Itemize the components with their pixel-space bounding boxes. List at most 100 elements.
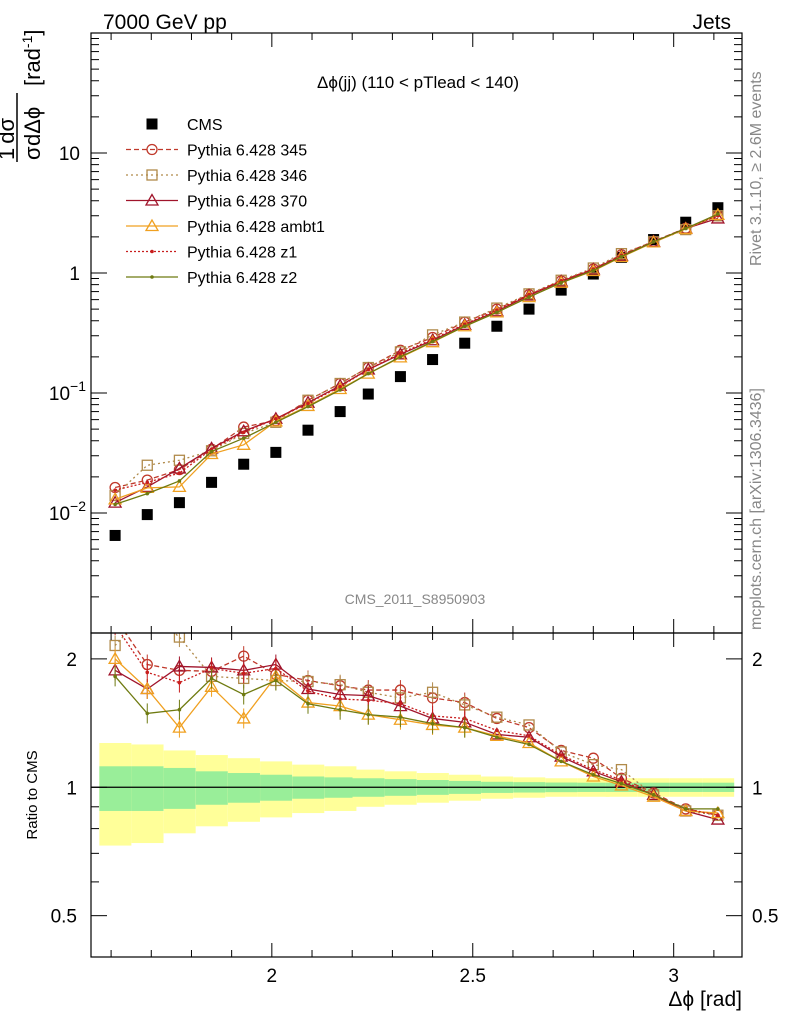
ratio-point	[366, 698, 371, 703]
legend-item: Pythia 6.428 346	[126, 168, 307, 185]
data-point	[683, 226, 688, 231]
ratio-point	[462, 725, 467, 730]
ratio-point	[527, 742, 531, 747]
ratio-point	[172, 659, 187, 672]
ratio-point	[527, 734, 531, 738]
data-point	[651, 239, 656, 244]
chart-title: Δϕ(jj) (110 < pTlead < 140)	[317, 73, 519, 92]
ratio-y-tick-label: 1	[66, 778, 77, 799]
data-point	[173, 454, 186, 466]
data-point	[678, 221, 693, 235]
data-point	[177, 471, 182, 475]
x-tick-label: 3	[668, 966, 679, 987]
data-point	[334, 406, 346, 418]
main-plot	[107, 202, 726, 541]
ratio-line	[114, 658, 718, 814]
ratio-point	[559, 753, 563, 757]
ratio-point	[209, 666, 214, 671]
ratio-plot	[107, 605, 726, 825]
ylabel-frac-top: 1	[0, 148, 19, 160]
ratio-point	[142, 605, 152, 615]
legend-label: Pythia 6.428 ambt1	[187, 219, 325, 236]
data-point	[172, 479, 187, 493]
data-point	[559, 280, 563, 285]
legend-swatch-marker	[146, 169, 158, 181]
ratio-point	[306, 701, 310, 706]
ratio-point	[716, 807, 720, 811]
ratio-point	[619, 781, 624, 786]
ratio-line	[114, 675, 718, 810]
y-tick-label: 10	[59, 144, 80, 165]
ratio-bands	[91, 743, 742, 846]
series-pythia-6-428-z2	[113, 212, 720, 507]
data-point	[113, 488, 117, 492]
side-rivet: Rivet 3.1.10, ≥ 2.6M events	[748, 71, 765, 266]
ratio-point	[559, 759, 563, 764]
data-point	[521, 288, 537, 301]
data-point	[204, 446, 219, 460]
ratio-ylabel: Ratio to CMS	[24, 750, 41, 839]
ratio-point	[177, 680, 182, 685]
data-point	[648, 234, 660, 246]
ratio-point	[145, 711, 150, 716]
ratio-point	[554, 754, 569, 767]
data-point	[141, 509, 153, 521]
ratio-point	[274, 678, 278, 683]
legend-swatch-marker	[150, 249, 154, 254]
legend: CMS Pythia 6.428 345 Pythia 6.428 346 Pythi…	[126, 117, 325, 287]
ratio-point	[366, 712, 371, 717]
ratio-y-tick-label-right: 0.5	[752, 907, 778, 928]
data-point	[236, 437, 251, 450]
data-point	[113, 502, 117, 507]
legend-swatch-marker	[144, 193, 160, 206]
ratio-point	[172, 720, 187, 733]
ratio-point	[113, 674, 117, 679]
ratio-point	[619, 778, 624, 782]
legend-swatch-marker	[146, 118, 158, 130]
data-point	[241, 430, 246, 435]
ratio-series-pythia-6-428-z1	[113, 623, 720, 818]
data-point	[393, 350, 408, 363]
header-left: 7000 GeV pp	[103, 11, 227, 34]
legend-item: Pythia 6.428 ambt1	[126, 218, 325, 236]
svg-text:[rad-1]: [rad-1]	[19, 30, 45, 87]
legend-item: Pythia 6.428 z2	[126, 270, 297, 287]
ratio-point	[274, 666, 278, 671]
data-point	[206, 476, 218, 488]
ratio-point	[177, 707, 182, 712]
ratio-point	[398, 701, 403, 706]
data-point	[457, 317, 472, 330]
data-point	[427, 354, 439, 366]
ratio-point	[113, 623, 117, 627]
header-right: Jets	[692, 11, 731, 34]
data-point	[586, 263, 601, 277]
data-point	[238, 458, 250, 470]
series-line	[114, 215, 719, 491]
ratio-series-pythia-6-428-z2	[113, 666, 720, 811]
data-point	[425, 334, 440, 348]
y-tick-label: 1	[69, 264, 80, 285]
ratio-point	[236, 711, 251, 724]
ratio-point	[306, 689, 310, 693]
ratio-point	[173, 633, 186, 643]
ratio-point	[491, 711, 503, 723]
svg-text:σ: σ	[20, 146, 45, 160]
data-point	[394, 371, 406, 383]
legend-item: Pythia 6.428 z1	[126, 245, 297, 262]
ratio-point	[614, 774, 629, 787]
data-point	[173, 497, 185, 509]
data-point	[710, 211, 726, 224]
legend-label: Pythia 6.428 z1	[187, 245, 297, 262]
data-point	[107, 495, 123, 508]
data-point	[523, 303, 535, 315]
legend-label: Pythia 6.428 346	[187, 168, 307, 185]
ratio-band-inner	[195, 771, 228, 805]
series-line	[114, 213, 719, 505]
x-tick-label: 2.5	[460, 966, 486, 987]
data-point	[362, 388, 374, 400]
ratio-point	[651, 793, 656, 797]
data-point	[274, 416, 278, 421]
ratio-y-tick-label: 0.5	[51, 907, 77, 928]
y-tick-label: 10−2	[49, 498, 86, 525]
